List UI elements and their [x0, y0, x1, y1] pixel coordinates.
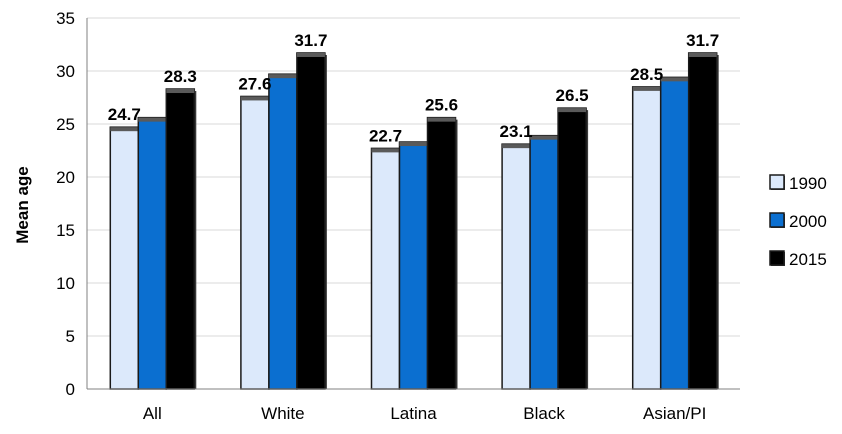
data-label: 28.5: [630, 65, 663, 84]
bar-body: [631, 86, 662, 390]
data-label: 28.3: [164, 67, 197, 86]
data-label: 24.7: [108, 105, 141, 124]
bar-body: [240, 95, 270, 390]
bar-top-bevel: [166, 89, 195, 94]
bar-top-bevel: [530, 135, 559, 140]
bar-1990-black: [501, 143, 533, 390]
bar-top-bevel: [138, 117, 167, 122]
bar-body: [687, 52, 718, 390]
category-label: Latina: [390, 404, 437, 423]
y-axis-tick-labels: 0 5 10 15 20 25 30 35: [56, 9, 75, 399]
y-tick-label: 25: [56, 115, 75, 134]
bar-1990-white: [240, 95, 271, 390]
data-label: 27.6: [238, 74, 271, 93]
bar-body: [268, 73, 298, 390]
bar-body: [296, 52, 326, 390]
bar-body: [557, 107, 587, 390]
legend-swatch: [769, 174, 785, 190]
y-tick-label: 0: [66, 380, 75, 399]
legend-item-2000: 2000: [769, 212, 827, 231]
bar-body: [659, 76, 690, 390]
bar-2015-all: [165, 88, 197, 390]
category-label: Asian/PI: [643, 404, 706, 423]
y-tick-label: 20: [56, 168, 75, 187]
bar-body: [426, 116, 457, 390]
data-labels: 24.7 28.3 27.6 31.7 22.7 25.6 23.1 26.5 28.5 31.7: [108, 31, 719, 145]
bar-top-bevel: [268, 74, 297, 79]
bar-body: [137, 116, 168, 390]
bar-2015-white: [296, 52, 327, 390]
legend-item-1990: 1990: [769, 174, 827, 193]
bars: [109, 52, 719, 390]
bar-body: [109, 126, 140, 390]
bar-2000-asian-pi: [659, 76, 691, 390]
bar-body: [529, 134, 559, 390]
category-label: All: [143, 404, 162, 423]
bar-1990-all: [109, 126, 141, 390]
legend-label: 2000: [789, 212, 827, 231]
bar-top-bevel: [688, 52, 717, 57]
data-label: 31.7: [294, 31, 327, 50]
y-axis-title: Mean age: [13, 166, 32, 243]
bar-1990-latina: [370, 147, 402, 390]
data-label: 31.7: [686, 31, 719, 50]
bar-top-bevel: [110, 127, 139, 132]
bar-top-bevel: [427, 117, 456, 122]
bar-top-bevel: [632, 86, 661, 91]
bar-body: [398, 141, 429, 390]
bar-top-bevel: [660, 77, 689, 82]
y-tick-label: 30: [56, 62, 75, 81]
data-label: 23.1: [500, 122, 533, 141]
y-tick-label: 5: [66, 327, 75, 346]
bar-top-bevel: [399, 142, 428, 147]
x-axis-category-labels: All White Latina Black Asian/PI: [143, 404, 707, 423]
bar-top-bevel: [371, 148, 400, 153]
y-tick-label: 35: [56, 9, 75, 28]
legend-label: 1990: [789, 174, 827, 193]
bar-2000-all: [137, 116, 169, 390]
bar-1990-asian-pi: [631, 86, 663, 390]
data-label: 26.5: [556, 86, 589, 105]
y-tick-label: 15: [56, 221, 75, 240]
bar-body: [370, 147, 401, 390]
legend-item-2015: 2015: [769, 250, 827, 269]
data-label: 22.7: [369, 126, 402, 145]
bar-body: [165, 88, 196, 390]
category-label: White: [261, 404, 304, 423]
bar-2015-black: [557, 107, 589, 390]
bar-2015-latina: [426, 116, 458, 390]
category-label: Black: [523, 404, 565, 423]
bar-2000-white: [268, 73, 299, 390]
legend-swatch: [769, 250, 785, 266]
bar-2000-black: [529, 134, 561, 390]
bar-top-bevel: [240, 96, 269, 101]
bar-2000-latina: [398, 141, 430, 390]
bar-top-bevel: [558, 108, 587, 113]
y-tick-label: 10: [56, 274, 75, 293]
data-label: 25.6: [425, 96, 458, 115]
legend-swatch: [769, 212, 785, 228]
bar-top-bevel: [296, 52, 325, 57]
bar-body: [501, 143, 531, 390]
legend-label: 2015: [789, 250, 827, 269]
legend: 1990 2000 2015: [769, 174, 827, 269]
bar-top-bevel: [502, 144, 531, 149]
bar-2015-asian-pi: [687, 52, 719, 390]
